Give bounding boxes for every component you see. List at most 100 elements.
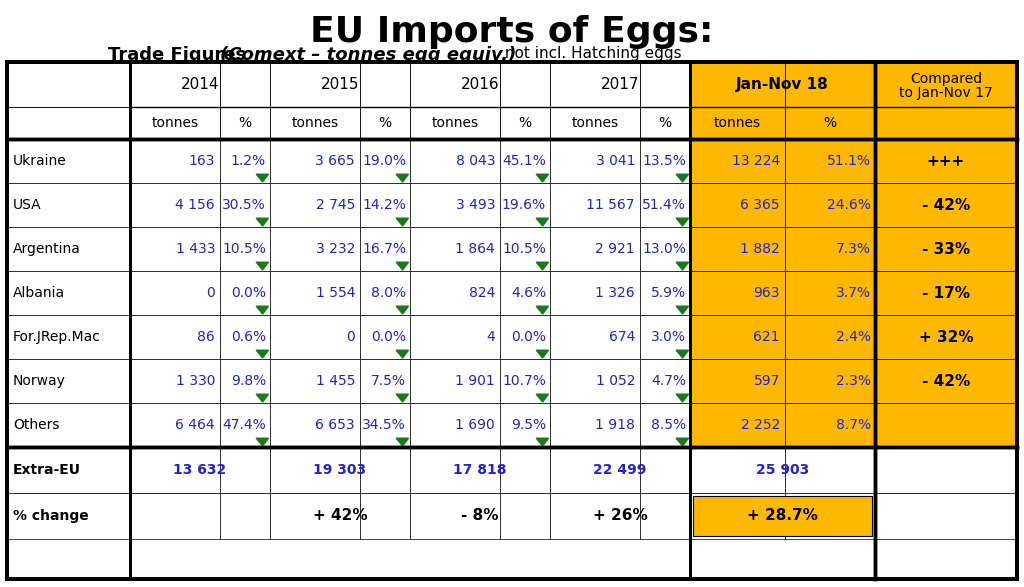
Bar [360,183,410,227]
Text: 4.6%: 4.6% [511,286,546,300]
Text: 86: 86 [198,330,215,344]
Text: 824: 824 [469,286,495,300]
Bar [130,107,220,139]
Polygon shape [676,438,688,446]
Text: 19.6%: 19.6% [502,198,546,212]
Text: 47.4%: 47.4% [222,418,266,432]
Bar [220,107,270,139]
Text: %: % [823,116,837,130]
Bar [7,107,130,139]
Text: 1 882: 1 882 [740,242,780,256]
Polygon shape [396,306,409,314]
Text: +++: +++ [927,153,966,168]
Text: 4.7%: 4.7% [651,374,686,388]
Bar [220,315,270,359]
Bar [130,183,220,227]
Bar [130,139,220,183]
Bar [130,271,220,315]
Text: 3 232: 3 232 [315,242,355,256]
Text: 6 653: 6 653 [315,418,355,432]
Bar [270,493,360,539]
Bar [270,139,360,183]
Bar [410,62,500,107]
Text: - 8%: - 8% [461,508,499,524]
Text: 3.7%: 3.7% [836,286,871,300]
Text: 1 901: 1 901 [456,374,495,388]
Text: Norway: Norway [13,374,66,388]
Text: 3 041: 3 041 [596,154,635,168]
Text: - 33%: - 33% [922,241,970,257]
Text: 1 330: 1 330 [175,374,215,388]
Bar [500,447,550,493]
Polygon shape [396,218,409,226]
Polygon shape [537,174,549,182]
Bar [220,62,270,107]
Text: 0.0%: 0.0% [511,330,546,344]
Polygon shape [676,174,688,182]
Text: 10.5%: 10.5% [222,242,266,256]
Bar [410,107,500,139]
Text: tonnes: tonnes [431,116,478,130]
Bar [410,139,500,183]
Bar [7,359,130,403]
Text: 3 665: 3 665 [315,154,355,168]
Text: 7.3%: 7.3% [836,242,871,256]
Text: 51.4%: 51.4% [642,198,686,212]
Text: 2 252: 2 252 [740,418,780,432]
Text: 7.5%: 7.5% [371,374,406,388]
Bar [874,183,1017,227]
Text: 9.5%: 9.5% [511,418,546,432]
Text: 0.0%: 0.0% [371,330,406,344]
Text: 34.5%: 34.5% [362,418,406,432]
Bar [360,107,410,139]
Bar [874,403,1017,447]
Text: + 42%: + 42% [312,508,368,524]
Bar [785,107,874,139]
Text: 963: 963 [754,286,780,300]
Bar [500,403,550,447]
Text: + 28.7%: + 28.7% [748,508,818,524]
Text: Jan-Nov 18: Jan-Nov 18 [736,77,828,92]
Bar [130,62,220,107]
Text: 19.0%: 19.0% [362,154,406,168]
Bar [690,227,785,271]
Text: 17 818: 17 818 [454,463,507,477]
Text: 45.1%: 45.1% [502,154,546,168]
Bar [7,447,130,493]
Text: 1 690: 1 690 [456,418,495,432]
Bar [874,227,1017,271]
Bar [550,493,640,539]
Bar [360,447,410,493]
Bar [785,315,874,359]
Text: 2014: 2014 [181,77,219,92]
Polygon shape [396,394,409,402]
Bar [640,107,690,139]
Text: 8 043: 8 043 [456,154,495,168]
Bar [360,493,410,539]
Bar [500,315,550,359]
Text: 5.9%: 5.9% [651,286,686,300]
Text: 13.5%: 13.5% [642,154,686,168]
Bar [270,403,360,447]
Polygon shape [537,262,549,270]
Text: 9.8%: 9.8% [230,374,266,388]
Text: 674: 674 [608,330,635,344]
Text: 13 224: 13 224 [732,154,780,168]
Polygon shape [537,350,549,358]
Text: 597: 597 [754,374,780,388]
Bar [874,359,1017,403]
Text: 2015: 2015 [321,77,359,92]
Text: 1.2%: 1.2% [230,154,266,168]
Text: 2 745: 2 745 [315,198,355,212]
Bar [693,496,872,536]
Text: 1 918: 1 918 [595,418,635,432]
Bar [500,493,550,539]
Text: 1 864: 1 864 [456,242,495,256]
Bar [785,403,874,447]
Text: 6 464: 6 464 [175,418,215,432]
Bar [690,183,785,227]
Bar [220,271,270,315]
Text: - 42%: - 42% [922,373,970,389]
Bar [220,403,270,447]
Bar [785,359,874,403]
